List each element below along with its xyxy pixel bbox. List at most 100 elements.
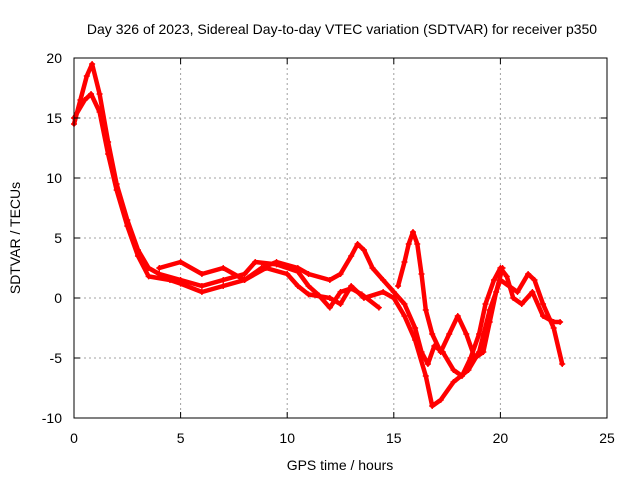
data-point-marker xyxy=(105,151,112,157)
x-tick-label: 25 xyxy=(599,430,615,446)
data-point-marker xyxy=(145,273,152,280)
data-point-marker xyxy=(166,277,173,283)
data-point-marker xyxy=(450,367,457,373)
data-point-marker xyxy=(241,277,248,283)
data-point-marker xyxy=(241,271,248,277)
data-point-marker xyxy=(525,271,532,277)
data-point-marker xyxy=(471,355,478,361)
data-point-marker xyxy=(401,313,408,319)
data-point-marker xyxy=(557,319,564,325)
data-point-marker xyxy=(348,283,355,289)
data-point-marker xyxy=(294,265,301,271)
data-point-marker xyxy=(305,283,312,289)
data-point-marker xyxy=(454,313,461,319)
data-point-marker xyxy=(220,277,227,283)
data-point-marker xyxy=(81,97,88,103)
data-point-marker xyxy=(326,304,333,311)
data-point-marker xyxy=(463,331,470,337)
data-point-marker xyxy=(486,319,493,325)
data-point-marker xyxy=(390,295,397,301)
data-point-marker xyxy=(482,301,489,307)
data-point-marker xyxy=(113,187,120,193)
data-point-marker xyxy=(491,277,498,283)
data-point-marker xyxy=(412,325,419,331)
data-point-marker xyxy=(550,319,557,325)
series-track-d xyxy=(395,229,506,361)
data-point-marker xyxy=(337,271,344,277)
x-tick-label: 0 xyxy=(70,430,78,446)
data-point-marker xyxy=(409,229,416,235)
grid-layer xyxy=(74,58,607,418)
data-point-marker xyxy=(88,91,95,97)
tick-layer: 0 5 10 15 20 25 -10 -5 0 5 10 15 20 xyxy=(42,50,615,446)
data-point-marker xyxy=(354,241,361,247)
data-point-marker xyxy=(96,109,103,115)
data-point-marker xyxy=(499,265,506,271)
data-point-marker xyxy=(529,289,536,295)
x-tick-label: 20 xyxy=(493,430,509,446)
data-point-marker xyxy=(476,331,483,337)
data-point-marker xyxy=(375,304,382,311)
series-layer xyxy=(71,61,566,409)
data-point-marker xyxy=(390,289,397,295)
data-point-marker xyxy=(337,289,344,295)
data-point-marker xyxy=(198,271,205,277)
data-point-marker xyxy=(514,289,521,295)
data-point-marker xyxy=(273,259,280,265)
y-tick-label: 10 xyxy=(46,170,62,186)
data-point-marker xyxy=(429,331,436,337)
data-point-marker xyxy=(220,283,227,289)
data-point-marker xyxy=(446,331,453,337)
y-tick-label: 20 xyxy=(46,50,62,66)
data-point-marker xyxy=(156,265,163,271)
data-point-marker xyxy=(422,307,429,313)
data-point-marker xyxy=(429,403,436,409)
data-point-marker xyxy=(348,253,355,259)
data-point-marker xyxy=(380,277,387,283)
data-point-marker xyxy=(284,271,291,277)
data-point-marker xyxy=(326,277,333,283)
data-point-marker xyxy=(418,271,425,277)
data-point-marker xyxy=(134,253,141,259)
data-point-marker xyxy=(360,295,367,301)
data-point-marker xyxy=(540,313,547,319)
data-point-marker xyxy=(258,265,265,271)
y-tick-label: 15 xyxy=(46,110,62,126)
data-point-marker xyxy=(177,259,184,265)
data-point-marker xyxy=(326,295,333,301)
data-point-marker xyxy=(405,241,412,247)
data-point-marker xyxy=(437,397,444,403)
data-point-marker xyxy=(198,289,205,295)
data-point-marker xyxy=(395,283,402,289)
data-point-marker xyxy=(414,241,421,247)
data-point-marker xyxy=(401,301,408,307)
data-point-marker xyxy=(401,259,408,265)
data-point-marker xyxy=(493,289,500,295)
data-point-marker xyxy=(540,301,547,307)
data-point-marker xyxy=(252,259,259,265)
data-point-marker xyxy=(531,277,538,283)
data-point-marker xyxy=(96,91,103,97)
data-point-marker xyxy=(305,291,312,298)
x-tick-label: 10 xyxy=(279,430,295,446)
data-point-marker xyxy=(422,373,429,379)
data-point-marker xyxy=(177,280,184,287)
y-axis-label: SDTVAR / TECUs xyxy=(7,182,23,294)
chart-title: Day 326 of 2023, Sidereal Day-to-day VTE… xyxy=(87,21,597,37)
data-point-marker xyxy=(89,61,96,67)
data-point-marker xyxy=(459,373,466,379)
data-point-marker xyxy=(380,289,387,295)
series-line-track-b xyxy=(71,91,565,409)
data-point-marker xyxy=(550,325,557,331)
series-track-c xyxy=(156,241,564,379)
data-point-marker xyxy=(418,349,425,355)
data-point-marker xyxy=(559,361,566,367)
y-tick-label: -10 xyxy=(42,410,62,426)
data-point-marker xyxy=(503,273,510,280)
series-track-b xyxy=(71,91,566,409)
data-point-marker xyxy=(510,295,517,301)
data-point-marker xyxy=(294,283,301,289)
data-point-marker xyxy=(198,283,205,289)
